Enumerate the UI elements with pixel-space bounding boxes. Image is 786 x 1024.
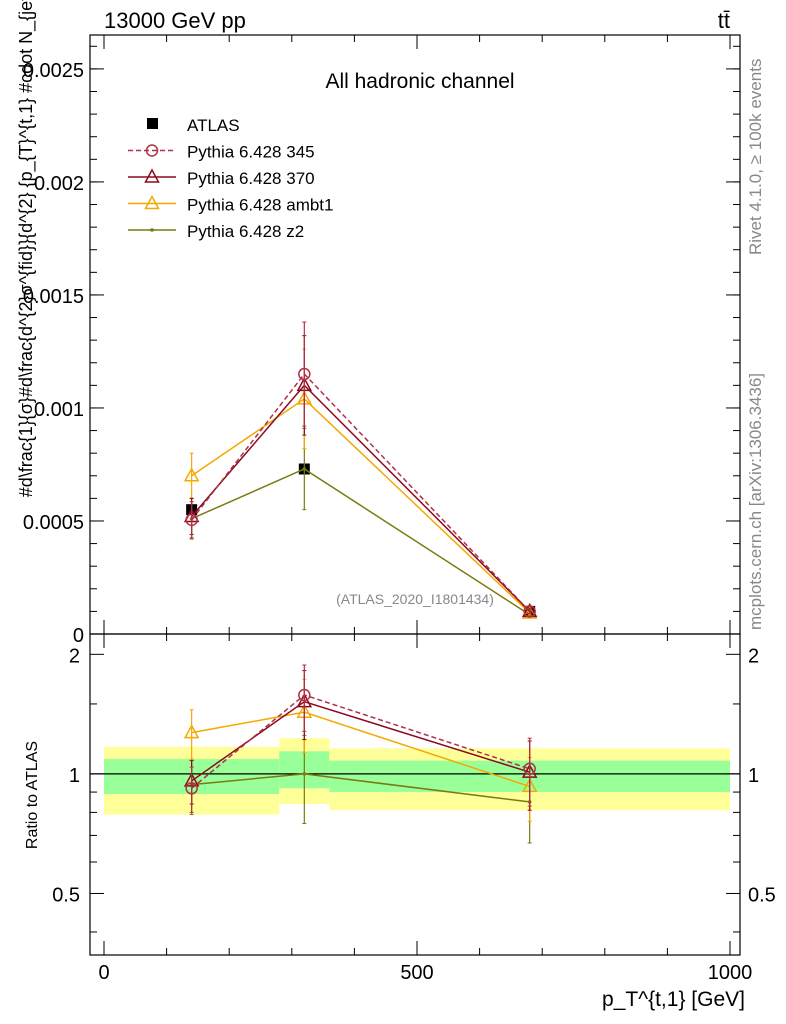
x-axis-label: p_T^{t,1} [GeV]: [602, 988, 745, 1011]
main-ytick-label: 0.001: [34, 399, 84, 421]
marker-circle: [298, 688, 311, 702]
ratio-xtick-label: 500: [400, 962, 433, 984]
marker-triangle: [144, 194, 160, 210]
marker-circle: [185, 513, 198, 527]
ratio-plot: 0.5 0.5 1 1 2 2 0 500 1000 Ratio to ATLAS p_T^{t,1…: [24, 633, 776, 1011]
marker-triangle: [183, 467, 200, 482]
legend-label: Pythia 6.428 370: [187, 169, 315, 188]
marker-circle: [523, 762, 536, 776]
marker-circle: [523, 605, 536, 618]
source-label: mcplots.cern.ch [arXiv:1306.3436]: [746, 373, 765, 630]
main-ylabel: #d\frac{1}{σ}#d\frac{d^{2}σ^{fid}}{d^{2}…: [16, 0, 37, 497]
main-ytick-label: 0.0015: [23, 286, 84, 308]
main-plot: 0 0.0005 0.001 0.0015 0.002 0.0025 All hadroni…: [16, 0, 741, 647]
marker-dot: [302, 467, 307, 471]
marker-circle: [298, 367, 311, 381]
ratio-ytick-label: 1: [69, 765, 80, 787]
legend-marker-atlas: [147, 118, 158, 129]
ratio-ytick-label-right: 0.5: [748, 884, 776, 906]
process-label: tt̄: [718, 8, 730, 33]
plot-title: All hadronic channel: [325, 70, 514, 93]
marker-triangle: [144, 168, 160, 183]
rivet-label: Rivet 4.1.0, ≥ 100k events: [746, 59, 765, 255]
legend-label: Pythia 6.428 ambt1: [187, 196, 333, 215]
series-line: [191, 384, 531, 612]
marker-circle: [185, 782, 198, 795]
ratio-xtick-label: 1000: [708, 962, 753, 984]
ratio-ytick-label-right: 1: [748, 765, 759, 787]
main-ytick-label: 0.002: [34, 173, 84, 195]
main-ytick-label: 0.0005: [23, 512, 84, 534]
legend-label: Pythia 6.428 z2: [187, 222, 304, 241]
marker-triangle: [183, 724, 200, 739]
series-line: [191, 372, 531, 612]
marker-circle: [145, 144, 159, 157]
header-label: 13000 GeV pp: [104, 8, 246, 33]
ratio-ytick-label: 0.5: [52, 884, 80, 906]
analysis-watermark: (ATLAS_2020_I1801434): [336, 591, 494, 607]
main-ytick-label: 0.0025: [23, 60, 84, 82]
legend-label: Pythia 6.428 345: [187, 143, 315, 162]
ratio-frame: [89, 633, 741, 956]
ratio-ylabel: Ratio to ATLAS: [24, 741, 41, 849]
ratio-ytick-label-right: 2: [748, 645, 759, 667]
main-ytick-label: 0: [73, 625, 84, 647]
ratio-ytick-label: 2: [69, 645, 80, 667]
marker-dot: [150, 228, 154, 232]
marker-dot: [302, 772, 307, 776]
ratio-xtick-label: 0: [98, 962, 109, 984]
legend-label: ATLAS: [187, 116, 240, 135]
marker-triangle: [521, 604, 538, 619]
